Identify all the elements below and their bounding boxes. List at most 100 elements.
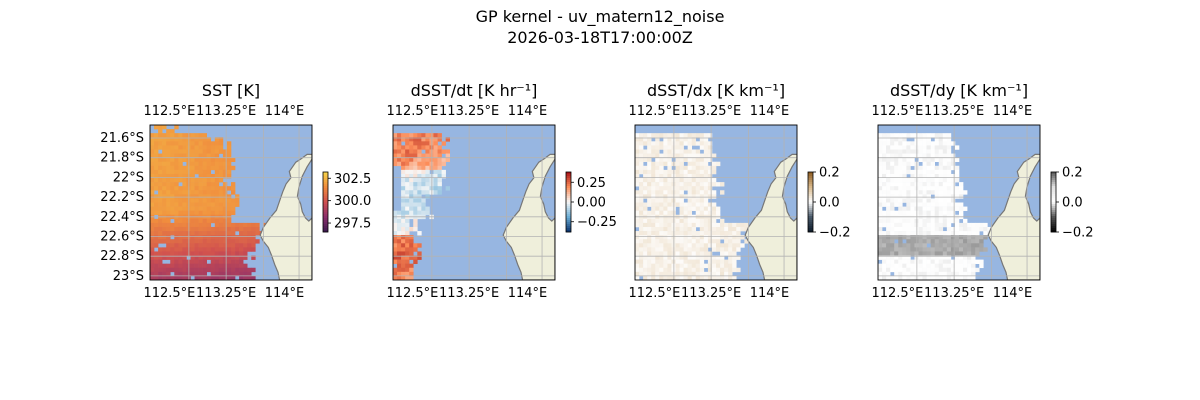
heatmap-cell xyxy=(967,255,972,260)
heatmap-cell xyxy=(886,275,891,280)
heatmap-cell xyxy=(409,141,414,146)
heatmap-cell xyxy=(910,222,915,228)
heatmap-cell xyxy=(405,153,410,158)
colorbar-segment xyxy=(808,228,813,231)
heatmap-cell xyxy=(202,263,207,269)
heatmap-cell xyxy=(247,275,252,280)
heatmap-cell xyxy=(902,247,907,252)
heatmap-cell xyxy=(170,267,175,273)
heatmap-cell xyxy=(162,194,167,199)
heatmap-cell xyxy=(643,182,648,187)
heatmap-cell xyxy=(667,259,672,264)
heatmap-cell xyxy=(720,226,725,232)
heatmap-cell xyxy=(950,259,956,264)
heatmap-cell xyxy=(659,275,664,280)
heatmap-cell xyxy=(675,226,680,232)
heatmap-cell xyxy=(202,186,207,191)
heatmap-cell xyxy=(174,263,179,269)
heatmap-cell xyxy=(950,247,956,252)
lat-tick-label: 22.2°S xyxy=(100,190,144,205)
heatmap-cell xyxy=(174,173,179,179)
heatmap-cell xyxy=(720,275,725,280)
heatmap-cell xyxy=(902,157,907,163)
heatmap-cell xyxy=(724,231,729,236)
heatmap-cell xyxy=(218,271,224,277)
heatmap-cell xyxy=(202,210,207,216)
heatmap-cell xyxy=(707,231,713,236)
heatmap-cell xyxy=(886,133,891,138)
heatmap-cell xyxy=(926,178,931,183)
heatmap-cell xyxy=(202,169,207,175)
heatmap-cell xyxy=(174,206,179,211)
heatmap-cell xyxy=(243,255,248,260)
heatmap-cell xyxy=(198,243,203,248)
heatmap-cell xyxy=(744,239,749,244)
heatmap-cell xyxy=(651,259,656,264)
heatmap-cell xyxy=(413,226,418,232)
heatmap-cell xyxy=(946,255,952,260)
heatmap-cell xyxy=(174,137,179,142)
heatmap-cell xyxy=(635,190,640,195)
heatmap-cell xyxy=(433,169,438,175)
heatmap-cell xyxy=(235,247,240,252)
heatmap-cell xyxy=(170,165,175,171)
heatmap-cell xyxy=(918,267,923,273)
heatmap-cell xyxy=(409,186,414,191)
colorbar-segment xyxy=(566,200,571,203)
heatmap-cell xyxy=(886,161,891,167)
heatmap-cell xyxy=(954,169,960,175)
heatmap-cell xyxy=(154,210,159,216)
heatmap-cell xyxy=(235,271,240,277)
colorbar-segment xyxy=(566,182,571,185)
heatmap-cell xyxy=(691,206,697,211)
heatmap-cell xyxy=(934,255,940,260)
heatmap-cell xyxy=(158,231,163,236)
heatmap-cell xyxy=(401,190,406,195)
heatmap-cell xyxy=(902,226,907,232)
heatmap-cell xyxy=(946,169,952,175)
heatmap-cell xyxy=(231,255,236,260)
heatmap-cell xyxy=(421,137,426,142)
heatmap-cell xyxy=(635,222,640,228)
heatmap-cell xyxy=(683,251,688,256)
heatmap-cell xyxy=(651,239,656,244)
heatmap-cell xyxy=(663,186,668,191)
heatmap-cell xyxy=(902,267,907,273)
heatmap-cell xyxy=(202,137,207,142)
heatmap-cell xyxy=(635,247,640,252)
heatmap-cell xyxy=(174,169,179,175)
heatmap-cell xyxy=(938,149,944,154)
heatmap-cell xyxy=(918,182,923,187)
heatmap-cell xyxy=(190,182,195,187)
heatmap-cell xyxy=(918,173,923,179)
lon-tick-label-bottom: 114°E xyxy=(993,286,1033,301)
heatmap-cell xyxy=(946,157,952,163)
heatmap-cell xyxy=(639,194,644,199)
heatmap-cell xyxy=(902,178,907,183)
heatmap-cell xyxy=(886,263,891,269)
heatmap-cell xyxy=(162,190,167,195)
heatmap-cell xyxy=(154,169,159,175)
heatmap-cell xyxy=(247,267,252,273)
heatmap-cell xyxy=(886,165,891,171)
lon-tick-label-top: 113.25°E xyxy=(439,104,499,119)
heatmap-cell xyxy=(198,169,203,175)
heatmap-cell xyxy=(255,231,260,236)
heatmap-cell xyxy=(235,267,240,273)
heatmap-cell xyxy=(421,169,426,175)
heatmap-cell xyxy=(162,271,167,277)
heatmap-cell xyxy=(898,202,903,207)
heatmap-cell xyxy=(946,165,952,171)
heatmap-cell xyxy=(954,202,960,207)
heatmap-cell xyxy=(635,161,640,167)
heatmap-cell xyxy=(226,145,232,150)
heatmap-cell xyxy=(639,178,644,183)
heatmap-cell xyxy=(425,149,430,154)
heatmap-cell xyxy=(878,206,883,211)
heatmap-cell xyxy=(190,239,195,244)
heatmap-cell xyxy=(182,243,187,248)
heatmap-cell xyxy=(890,190,895,195)
heatmap-cell xyxy=(194,210,199,216)
heatmap-cell xyxy=(647,165,652,171)
heatmap-cell xyxy=(683,182,688,187)
